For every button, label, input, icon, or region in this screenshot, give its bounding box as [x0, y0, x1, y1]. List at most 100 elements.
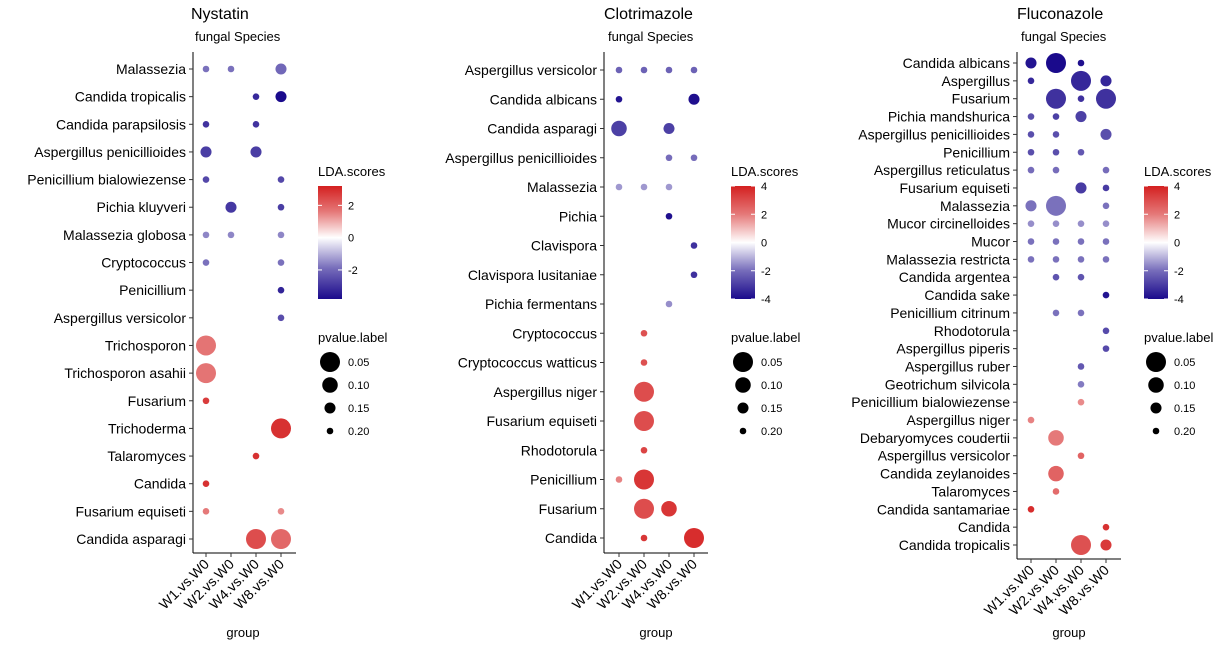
size-legend-point [324, 402, 336, 414]
color-legend-tick-label: 2 [1174, 209, 1180, 221]
y-tick-label: Debaryomyces coudertii [860, 430, 1010, 446]
y-tick-label: Trichoderma [108, 420, 186, 436]
data-point [202, 259, 210, 266]
y-tick-label: Pichia kluyveri [97, 199, 186, 215]
data-point [1046, 195, 1066, 216]
y-tick-label: Malassezia restricta [886, 251, 1010, 267]
y-tick-label: Cryptococcus [512, 325, 597, 341]
y-tick-label: Pichia mandshurica [888, 109, 1010, 125]
data-point [227, 65, 235, 73]
data-point [1027, 113, 1035, 120]
y-tick-label: Candida asparagi [76, 531, 186, 547]
y-tick-label: Aspergillus ruber [905, 358, 1010, 374]
data-point [252, 452, 260, 460]
data-point [277, 259, 285, 266]
y-tick-label: Penicillium [119, 282, 186, 298]
color-legend-tick-label: 0 [348, 233, 354, 245]
data-point [1052, 273, 1060, 281]
size-legend-label: 0.05 [1174, 357, 1195, 369]
color-legend-title: LDA.scores [1144, 164, 1212, 179]
y-tick-label: Candida asparagi [487, 121, 597, 137]
size-legend-label: 0.10 [1174, 380, 1195, 392]
y-tick-label: Trichosporon [105, 337, 186, 353]
y-tick-label: Trichosporon asahii [64, 365, 186, 381]
color-legend-title: LDA.scores [318, 164, 386, 179]
data-point [1027, 416, 1035, 424]
data-point [202, 397, 210, 405]
data-point [690, 242, 698, 249]
y-tick-label: Aspergillus versicolor [465, 62, 598, 78]
size-legend-label: 0.20 [1174, 426, 1195, 438]
color-legend-tick-label: -2 [761, 266, 771, 278]
data-point [1052, 488, 1060, 495]
color-legend-tick-label: 2 [761, 209, 767, 221]
data-point [1052, 256, 1060, 263]
data-point [252, 93, 260, 100]
color-legend-tick-label: 2 [348, 200, 354, 212]
data-point [1077, 95, 1085, 103]
data-point [277, 231, 285, 239]
data-point [1027, 148, 1035, 156]
data-point [277, 176, 285, 183]
y-tick-label: Penicillium [943, 144, 1010, 160]
size-legend-label: 0.15 [761, 403, 782, 415]
data-point [1052, 238, 1060, 245]
data-point [665, 212, 673, 220]
data-point [615, 476, 623, 483]
data-point [1071, 70, 1091, 91]
y-tick-label: Pichia fermentans [485, 296, 597, 312]
data-point [1052, 113, 1060, 120]
y-tick-label: Cryptococcus watticus [458, 355, 597, 371]
chart-title: Nystatin [191, 6, 249, 23]
y-tick-label: Clavispora [531, 238, 597, 254]
size-legend-point [1148, 377, 1164, 393]
y-tick-label: Aspergillus versicolor [878, 448, 1011, 464]
size-legend-title: pvalue.label [1144, 330, 1213, 345]
data-point [1052, 148, 1060, 156]
data-point [1071, 535, 1091, 555]
data-point [1052, 309, 1060, 317]
color-legend-tick-label: 4 [1174, 181, 1180, 193]
y-tick-label: Aspergillus reticulatus [874, 162, 1010, 178]
data-point [225, 201, 237, 213]
data-point [688, 93, 700, 105]
data-point [690, 271, 698, 279]
data-point [1102, 345, 1110, 352]
data-point [640, 359, 648, 366]
data-point [275, 91, 287, 103]
size-legend-point [326, 427, 334, 435]
data-point [1077, 148, 1085, 156]
data-point [277, 286, 285, 294]
data-point [1077, 309, 1085, 317]
size-legend-point [1152, 427, 1160, 435]
color-legend-tick-label: -4 [1174, 294, 1184, 306]
y-tick-label: Candida parapsilosis [56, 116, 186, 132]
size-legend-title: pvalue.label [318, 330, 387, 345]
data-point [615, 95, 623, 103]
data-point [1048, 430, 1064, 446]
y-tick-label: Fusarium equiseti [487, 413, 598, 429]
data-point [1077, 398, 1085, 406]
data-point [640, 66, 648, 74]
y-tick-label: Malassezia [940, 198, 1010, 214]
y-tick-label: Aspergillus niger [494, 384, 598, 400]
y-tick-label: Malassezia globosa [63, 227, 186, 243]
data-point [640, 329, 648, 337]
size-legend-label: 0.20 [348, 426, 369, 438]
y-tick-label: Candida argentea [899, 269, 1011, 285]
chart-subtitle: fungal Species [608, 29, 694, 44]
data-point [202, 176, 210, 183]
color-legend-tick-label: -2 [1174, 266, 1184, 278]
size-legend-label: 0.10 [761, 380, 782, 392]
data-point [665, 154, 673, 162]
data-point [1027, 238, 1035, 245]
data-point [196, 363, 216, 384]
data-point [640, 534, 648, 542]
data-point [1100, 128, 1112, 140]
y-tick-label: Aspergillus penicillioides [858, 126, 1010, 142]
data-point [634, 469, 654, 490]
data-point [271, 418, 291, 439]
data-point [1102, 238, 1110, 245]
y-tick-label: Candida albicans [490, 91, 597, 107]
data-point [661, 500, 677, 517]
